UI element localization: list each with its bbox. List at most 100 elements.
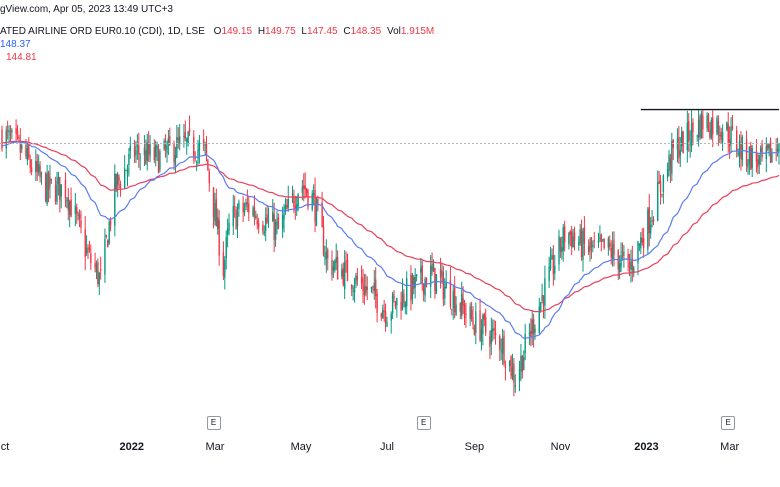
candle-body [293, 195, 295, 207]
candle-body [305, 188, 308, 194]
candle-body [434, 268, 436, 291]
candle-body [45, 173, 47, 202]
candle-body [421, 265, 423, 284]
candle-body [97, 262, 99, 285]
candle-body [217, 217, 219, 230]
candle-body [558, 235, 560, 265]
candle-body [396, 298, 398, 306]
candle-body [128, 153, 130, 166]
candle-body [50, 178, 53, 181]
x-axis-tick-label: Sep [464, 441, 485, 453]
candle-body [716, 117, 718, 133]
candle-body [731, 126, 734, 129]
candle-body [167, 137, 170, 145]
candle-body [621, 251, 624, 253]
candle-body [452, 290, 454, 309]
candle-body [462, 298, 464, 306]
candle-body [676, 139, 679, 150]
candle-body [720, 131, 722, 140]
candle-body [738, 140, 741, 156]
candle-body [613, 239, 615, 255]
candle-body [534, 328, 536, 333]
candle-body [26, 147, 29, 161]
candle-body [401, 291, 404, 310]
candle-body [473, 327, 476, 336]
candle-body [169, 135, 171, 145]
earnings-badge[interactable]: E [416, 416, 431, 430]
candle-body [104, 238, 106, 275]
candle-body [439, 269, 442, 278]
candle-body [147, 142, 150, 155]
candle-body [273, 214, 275, 241]
candle-body [647, 209, 649, 250]
candle-body [95, 264, 98, 272]
candle-body [709, 130, 711, 138]
candle-body [325, 251, 328, 260]
candle-body [283, 213, 285, 220]
candle-body [582, 231, 584, 260]
candle-body [712, 117, 714, 135]
candle-body [291, 193, 294, 195]
candle-body [21, 144, 23, 150]
candle-body [36, 160, 38, 172]
candle-body [304, 185, 306, 190]
candle-body [678, 136, 680, 159]
candle-body [445, 281, 447, 289]
candle-body [153, 147, 155, 161]
candle-body [365, 286, 367, 294]
candle-body [5, 130, 7, 149]
candle-body [57, 176, 60, 184]
candle-body [166, 144, 168, 154]
candle-body [94, 262, 96, 268]
candle-body [492, 328, 494, 332]
candle-body [380, 313, 383, 317]
candle-body [727, 124, 729, 143]
candle-body [455, 304, 457, 315]
earnings-badge[interactable]: E [721, 416, 736, 430]
candle-body [472, 317, 474, 325]
candle-body [482, 315, 484, 334]
candle-body [149, 144, 151, 157]
earnings-badge[interactable]: E [206, 416, 221, 430]
candle-body [444, 286, 446, 299]
candle-body [651, 220, 653, 222]
candle-body [511, 366, 514, 379]
candle-body [638, 243, 641, 246]
candle-body [429, 265, 432, 287]
candle-body [657, 182, 659, 221]
candle-body [64, 180, 67, 199]
candle-body [504, 366, 507, 368]
candle-body [513, 363, 515, 383]
open-value: 149.15 [221, 26, 253, 37]
candle-body [404, 303, 407, 308]
candle-body [125, 170, 127, 172]
candle-body [775, 149, 777, 151]
candle-body [697, 119, 700, 138]
candle-body [648, 207, 650, 233]
candle-body [242, 203, 244, 212]
candle-body [341, 269, 343, 277]
candle-body [393, 295, 395, 299]
candle-body [453, 287, 456, 313]
candle-body [406, 278, 408, 307]
candle-body [311, 193, 313, 210]
candle-body [699, 117, 701, 138]
candle-body [652, 219, 655, 222]
candle-body [205, 143, 208, 157]
candle-body [77, 214, 79, 216]
candle-body [411, 274, 414, 299]
candle-body [287, 198, 289, 208]
candle-body [146, 142, 148, 161]
candle-body [35, 160, 37, 173]
candle-body [87, 250, 89, 252]
candlestick-series [1, 110, 780, 397]
candle-body [135, 150, 137, 155]
candle-body [176, 136, 178, 158]
candle-body [80, 220, 82, 228]
candle-body [352, 290, 354, 292]
high-value: 149.75 [265, 26, 296, 37]
candle-body [284, 205, 287, 212]
candle-body [28, 144, 30, 158]
candle-body [136, 145, 139, 147]
